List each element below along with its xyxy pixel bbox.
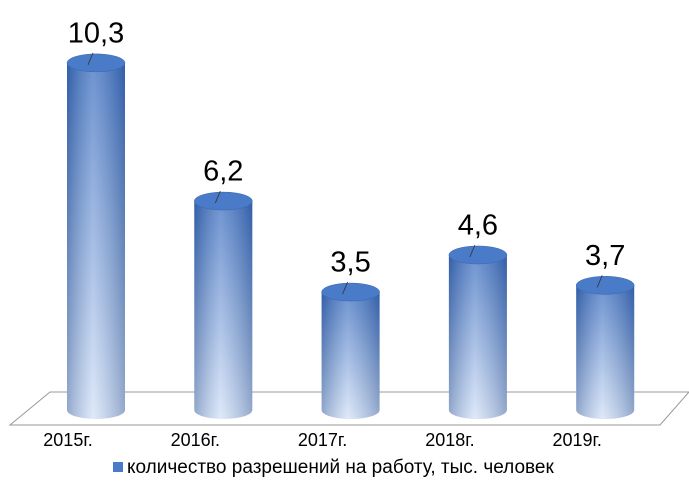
x-tick-label: 2015г. bbox=[43, 430, 92, 450]
value-label: 6,2 bbox=[203, 156, 243, 188]
value-label: 4,6 bbox=[458, 210, 498, 242]
x-tick-label: 2017г. bbox=[298, 430, 347, 450]
label-leader bbox=[469, 244, 476, 258]
x-tick-label: 2019г. bbox=[552, 430, 601, 450]
value-label: 3,5 bbox=[330, 247, 370, 279]
bar-top bbox=[194, 191, 253, 211]
bar-top bbox=[321, 282, 380, 302]
label-leader bbox=[596, 275, 603, 288]
bar-shade bbox=[448, 254, 507, 419]
bar-shade bbox=[67, 62, 125, 419]
label-leader bbox=[87, 52, 94, 66]
bar-shade bbox=[194, 201, 253, 419]
value-label: 10,3 bbox=[68, 18, 124, 50]
x-tick-label: 2016г. bbox=[171, 430, 220, 450]
x-tick-label: 2018г. bbox=[425, 430, 474, 450]
label-leader bbox=[214, 190, 221, 204]
bar-shade bbox=[576, 285, 635, 419]
bar-shade bbox=[321, 292, 380, 419]
legend-label: количество разрешений на работу, тыс. че… bbox=[127, 457, 554, 478]
bar-top bbox=[448, 245, 508, 265]
value-label: 3,7 bbox=[585, 240, 625, 272]
bar-top bbox=[66, 53, 126, 73]
bar-top bbox=[575, 276, 635, 295]
legend-swatch bbox=[113, 462, 123, 472]
label-leader bbox=[342, 281, 348, 295]
